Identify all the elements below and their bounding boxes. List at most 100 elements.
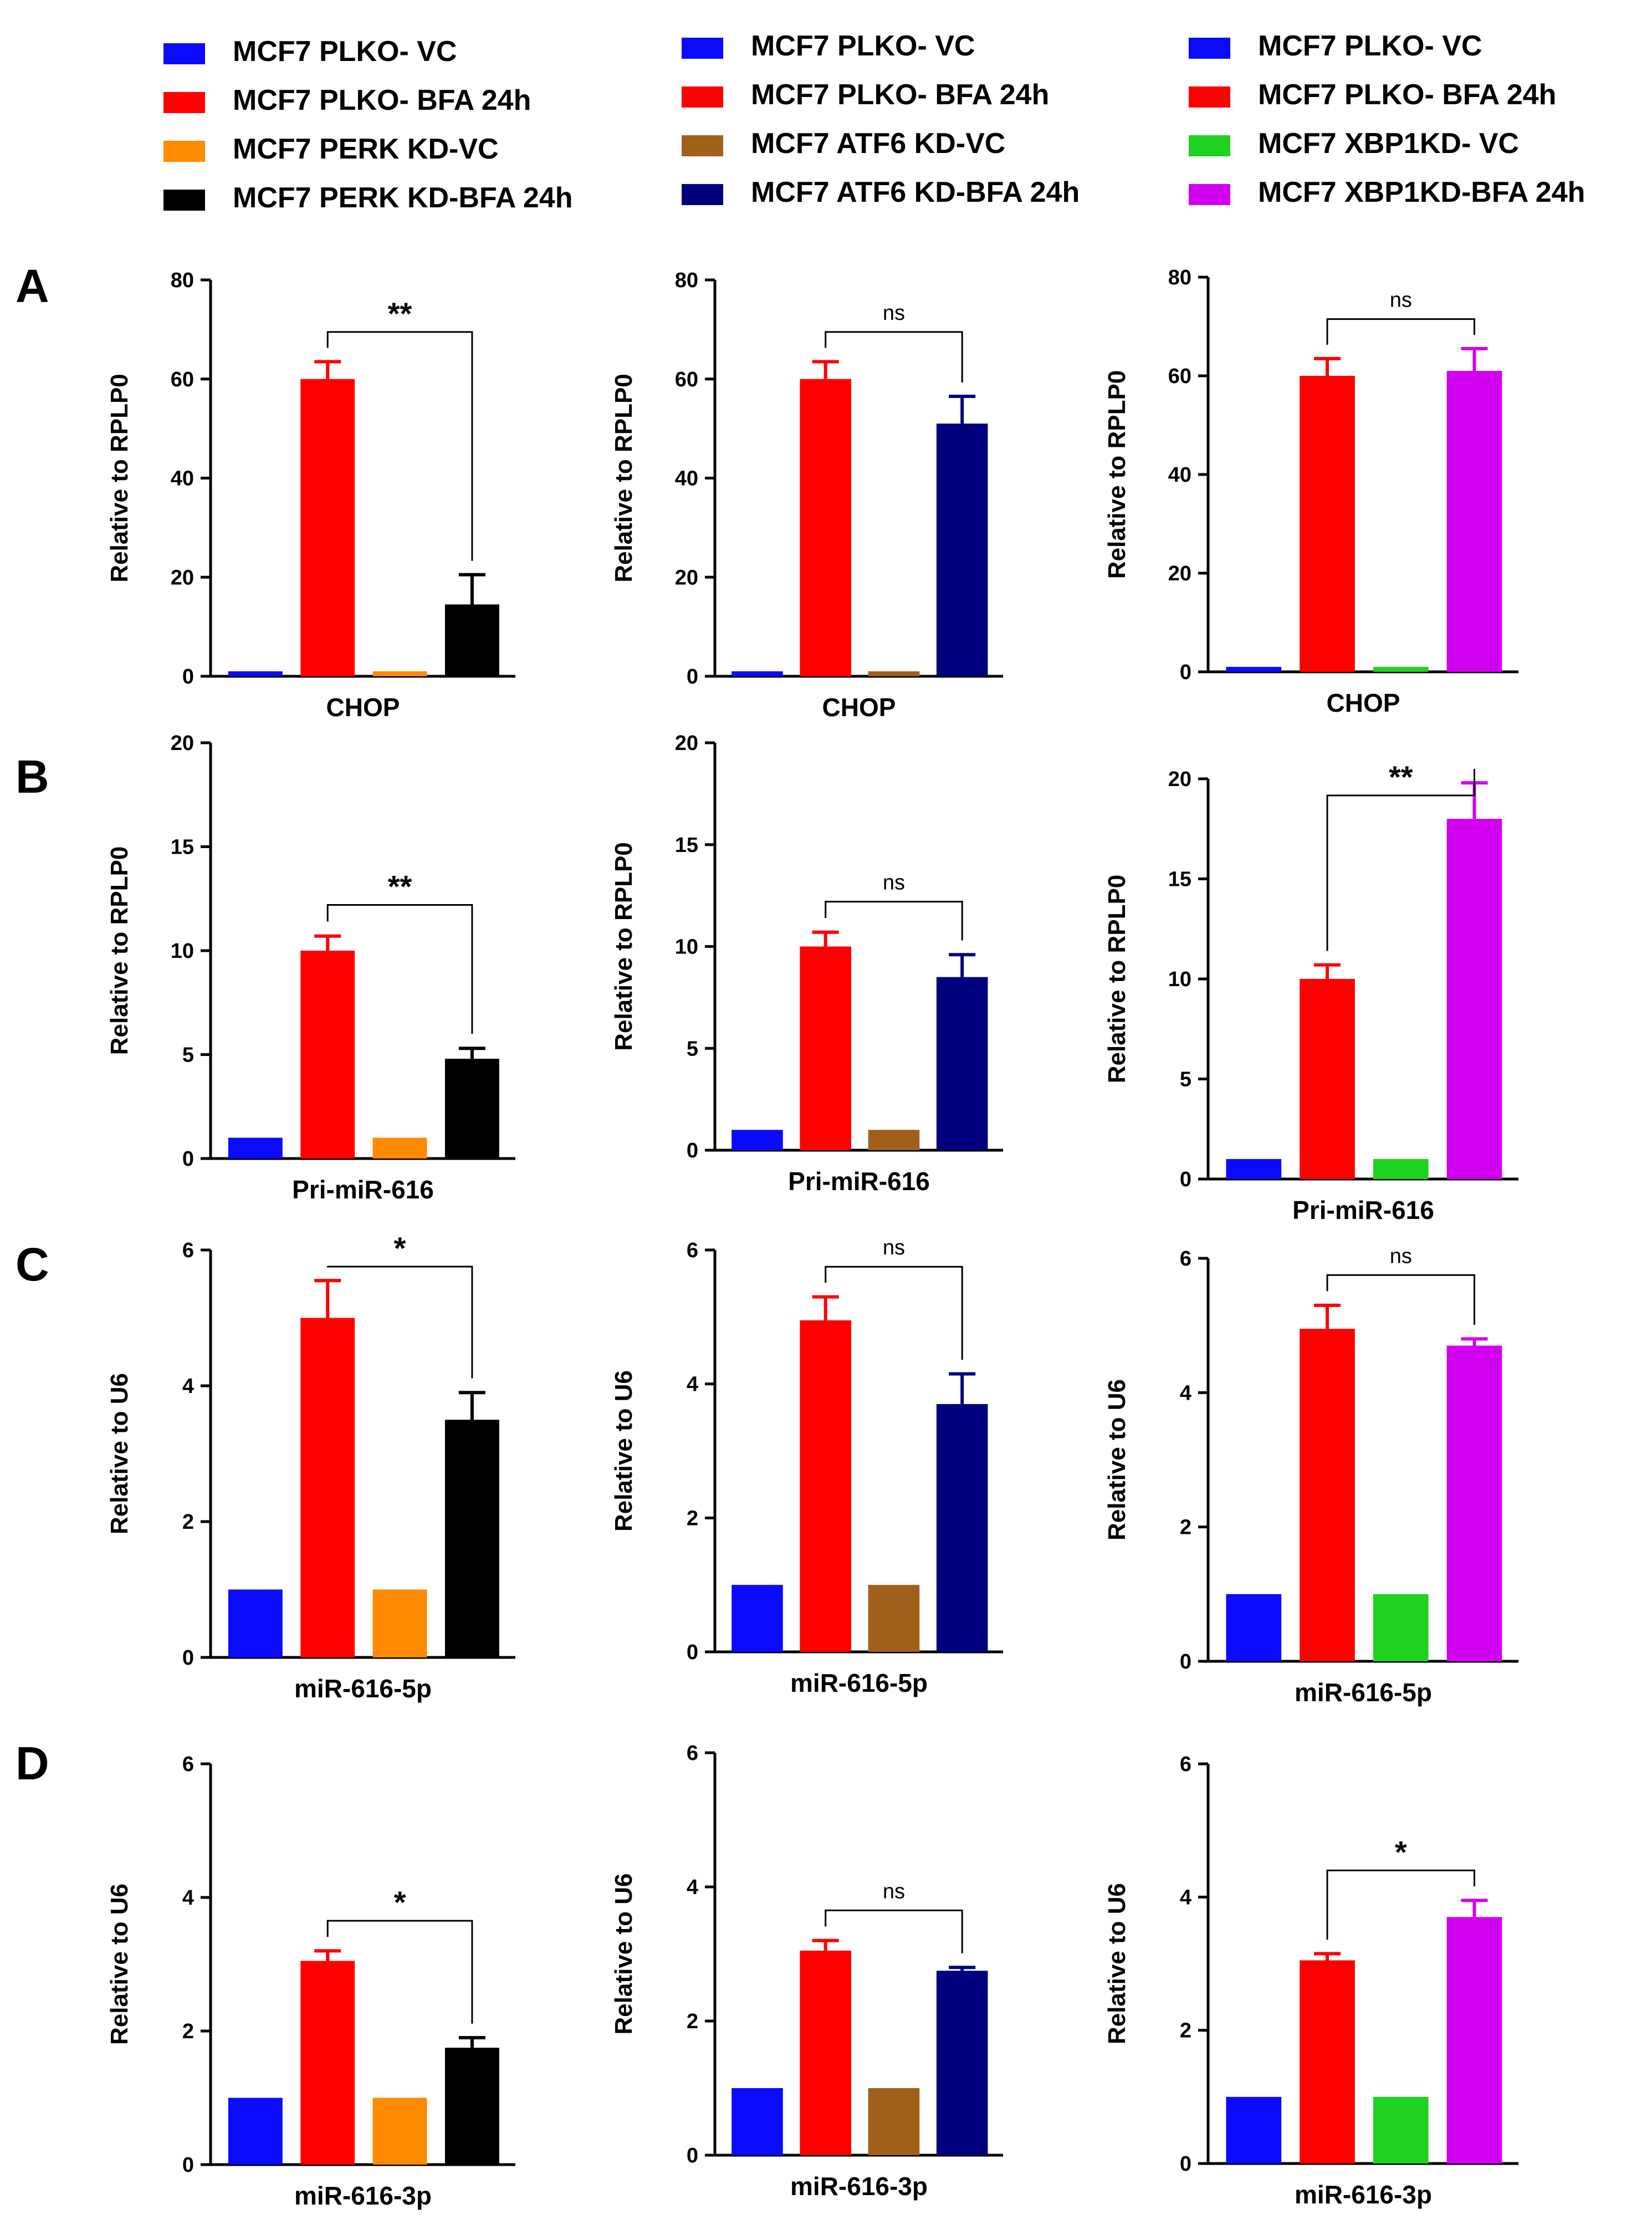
significance-bracket xyxy=(1326,768,1475,951)
y-tick-label: 15 xyxy=(675,834,698,857)
significance-bracket xyxy=(825,1266,963,1360)
bar-2 xyxy=(300,379,355,676)
panel-label-C: C xyxy=(16,1238,49,1290)
y-axis-title: Relative to U6 xyxy=(610,1874,637,2035)
significance-bracket xyxy=(825,901,963,941)
significance-bracket xyxy=(1326,1869,1475,1940)
y-tick-label: 0 xyxy=(1180,1650,1191,1673)
bar-3 xyxy=(1373,1594,1429,1661)
x-axis-title: miR-616-3p xyxy=(790,2172,928,2201)
y-tick-label: 2 xyxy=(182,2020,194,2043)
chart-panel-A: 0 20 40 60 80 Relative to RPLP0 CHOP ** xyxy=(106,269,515,722)
legend-swatch xyxy=(1189,184,1230,205)
legend-swatch xyxy=(163,43,205,64)
y-tick-label: 2 xyxy=(1180,1516,1191,1539)
chart-panel-D: 0 2 4 6 Relative to U6 miR-616-3p * xyxy=(106,1753,515,2210)
y-tick-label: 80 xyxy=(171,269,194,292)
legend-swatch xyxy=(682,135,723,156)
legend-swatch xyxy=(682,184,723,205)
y-tick-label: 20 xyxy=(1168,562,1191,585)
bar-4 xyxy=(1446,819,1502,1179)
chart-panel-D2: 0 2 4 6 Relative to U6 miR-616-3p ns xyxy=(610,1742,1003,2201)
chart-panel-D3: 0 2 4 6 Relative to U6 miR-616-3p * xyxy=(1103,1753,1518,2209)
y-tick-label: 20 xyxy=(171,732,194,755)
legend-label: MCF7 ATF6 KD-BFA 24h xyxy=(751,176,1080,208)
y-axis-title: Relative to RPLP0 xyxy=(610,842,637,1051)
y-axis-title: Relative to U6 xyxy=(1103,1883,1131,2044)
chart-panel-B3: 0 5 10 15 20 Relative to RPLP0 Pri-miR-616 ** xyxy=(1103,759,1518,1224)
legend-swatch xyxy=(163,190,205,211)
panel-label-A: A xyxy=(16,260,49,312)
y-tick-label: 20 xyxy=(1168,768,1191,791)
bar-4 xyxy=(444,2048,499,2165)
y-tick-label: 5 xyxy=(1180,1068,1191,1091)
y-tick-label: 4 xyxy=(1180,1886,1191,1909)
legend-column-3: MCF7 PLKO- VC MCF7 PLKO- BFA 24h MCF7 XBP1… xyxy=(1189,30,1585,208)
bar-3 xyxy=(372,1137,427,1159)
legend-label: MCF7 PLKO- BFA 24h xyxy=(1258,79,1556,111)
bar-2 xyxy=(300,1318,355,1657)
bar-2 xyxy=(1300,979,1355,1179)
chart-panel-A2: 0 20 40 60 80 Relative to RPLP0 CHOP ns xyxy=(610,269,1003,722)
chart-panel-C3: 0 2 4 6 Relative to U6 miR-616-5p ns xyxy=(1103,1244,1518,1707)
chart-panel-C: 0 2 4 6 Relative to U6 miR-616-5p * xyxy=(106,1231,515,1703)
bar-1 xyxy=(228,671,283,676)
bar-2 xyxy=(800,379,851,676)
y-axis-title: Relative to U6 xyxy=(106,1373,133,1534)
bar-1 xyxy=(228,1137,283,1159)
bar-1 xyxy=(228,1589,283,1657)
significance-bracket xyxy=(326,331,473,561)
bar-4 xyxy=(444,604,499,676)
y-axis-title: Relative to RPLP0 xyxy=(1103,370,1131,579)
legend-label: MCF7 PLKO- VC xyxy=(1258,30,1482,62)
bar-2 xyxy=(800,1950,851,2155)
y-tick-label: 0 xyxy=(687,2144,698,2167)
y-axis-title: Relative to U6 xyxy=(610,1370,637,1532)
legend-swatch xyxy=(682,86,723,108)
bar-4 xyxy=(1446,371,1502,672)
y-axis-title: Relative to RPLP0 xyxy=(106,846,133,1055)
legend-label: MCF7 XBP1KD-BFA 24h xyxy=(1258,176,1585,208)
chart-panel-B: 0 5 10 15 20 Relative to RPLP0 Pri-miR-616 ** xyxy=(106,732,515,1204)
x-axis-title: Pri-miR-616 xyxy=(292,1175,434,1204)
legend-label: MCF7 XBP1KD- VC xyxy=(1258,127,1519,160)
bar-3 xyxy=(1373,2096,1429,2164)
x-axis-title: CHOP xyxy=(326,693,400,722)
significance-bracket xyxy=(326,1266,473,1379)
y-axis-title: Relative to RPLP0 xyxy=(106,374,133,583)
y-tick-label: 5 xyxy=(182,1044,194,1067)
chart-panel-A3: 0 20 40 60 80 Relative to RPLP0 CHOP ns xyxy=(1103,266,1518,717)
bar-4 xyxy=(1446,1917,1502,2164)
y-tick-label: 40 xyxy=(675,467,698,491)
legend-label: MCF7 PLKO- BFA 24h xyxy=(751,79,1049,111)
y-tick-label: 2 xyxy=(687,1507,698,1530)
bar-3 xyxy=(868,1585,920,1652)
significance-bracket xyxy=(1326,1274,1475,1325)
bar-4 xyxy=(936,1404,988,1652)
significance-bracket xyxy=(825,1909,963,1953)
y-tick-label: 0 xyxy=(687,1641,698,1664)
legend-label: MCF7 PLKO- BFA 24h xyxy=(233,84,531,116)
legend-label: MCF7 PLKO- VC xyxy=(751,30,975,62)
bar-1 xyxy=(732,1585,783,1652)
significance-label: * xyxy=(1395,1834,1407,1869)
y-tick-label: 80 xyxy=(675,269,698,292)
significance-label: ** xyxy=(388,869,412,904)
y-tick-label: 40 xyxy=(1168,463,1191,487)
y-tick-label: 6 xyxy=(182,1753,194,1776)
x-axis-title: miR-616-3p xyxy=(294,2181,432,2210)
y-tick-label: 0 xyxy=(687,1139,698,1162)
legend: MCF7 PLKO- VC MCF7 PLKO- BFA 24h MCF7 PERK… xyxy=(163,30,1585,214)
bar-3 xyxy=(372,1589,427,1657)
bar-1 xyxy=(1226,2096,1282,2164)
x-axis-title: miR-616-3p xyxy=(1295,2180,1432,2209)
y-tick-label: 20 xyxy=(171,566,194,589)
y-tick-label: 4 xyxy=(1180,1381,1191,1405)
significance-label: ns xyxy=(1390,1244,1412,1268)
bar-4 xyxy=(1446,1345,1502,1661)
significance-label: ns xyxy=(883,1236,905,1259)
y-tick-label: 0 xyxy=(182,1147,194,1171)
y-tick-label: 0 xyxy=(182,665,194,688)
y-tick-label: 20 xyxy=(675,566,698,589)
